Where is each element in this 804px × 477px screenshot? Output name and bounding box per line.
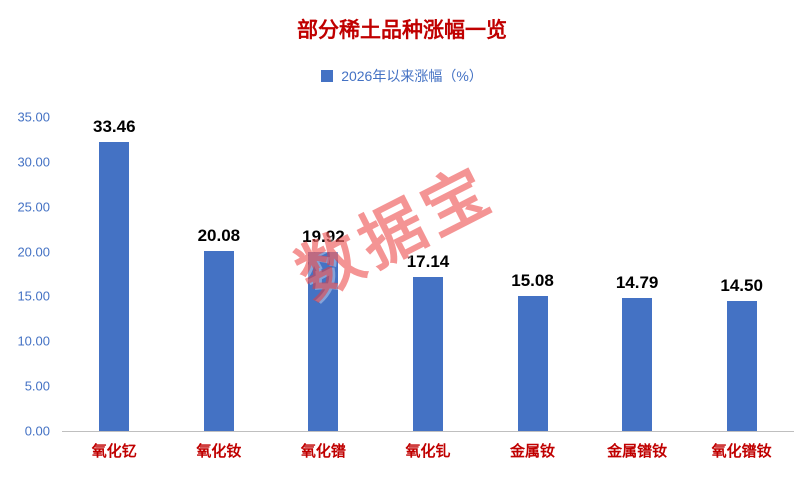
category-label: 氧化镨钕: [711, 443, 772, 460]
bar-group: 17.14 氧化钆: [376, 117, 481, 460]
y-axis-tick-label: 20.00: [17, 244, 50, 260]
bar-value-label: 14.79: [615, 273, 659, 293]
bar: [726, 300, 757, 431]
category-label: 氧化钕: [196, 443, 242, 460]
bar-value-label: 33.46: [93, 117, 136, 136]
y-axis-tick-label: 30.00: [17, 154, 50, 170]
y-axis-tick-label: 25.00: [17, 199, 50, 215]
category-label: 氧化钆: [405, 443, 451, 460]
bar: [99, 142, 130, 431]
bar: [622, 298, 653, 431]
category-label: 金属镨钕: [607, 443, 668, 460]
bar-group: 15.08 金属钕: [480, 117, 585, 460]
category-label: 氧化镨: [300, 443, 346, 460]
bar-value-label: 14.50: [720, 275, 763, 295]
bar: [203, 250, 234, 431]
y-axis-tick-label: 10.00: [17, 333, 50, 349]
bar-group: 14.79 金属镨钕: [585, 117, 690, 460]
plot-area: 33.46 氧化钇 20.08 氧化钕 19.92 氧化镨 17.14 氧化钆 15.08 金属钕…: [62, 117, 794, 460]
bar: [308, 252, 339, 431]
bar-value-label: 17.14: [406, 252, 450, 272]
legend-swatch-icon: [321, 70, 334, 82]
y-axis-tick-label: 0.00: [24, 423, 50, 439]
y-axis-tick-label: 15.00: [17, 288, 50, 304]
y-axis: 0.00 5.00 10.00 15.00 20.00 25.00 30.00 35.00: [0, 110, 56, 439]
bar-group: 20.08 氧化钕: [167, 117, 272, 460]
legend-label: 2026年以来涨幅（%）: [341, 68, 483, 84]
bar: [412, 277, 443, 431]
y-axis-tick-label: 35.00: [17, 109, 50, 125]
y-axis-tick-label: 5.00: [24, 378, 50, 394]
chart-title: 部分稀土品种涨幅一览: [297, 19, 507, 42]
bar-value-label: 19.92: [302, 227, 345, 247]
bar-value-label: 15.08: [511, 270, 554, 290]
bar-group: 33.46 氧化钇: [62, 117, 167, 460]
bar: [517, 295, 548, 431]
bar-group: 14.50 氧化镨钕: [689, 117, 794, 460]
chart-legend: 2026年以来涨幅（%）: [0, 66, 804, 86]
category-label: 氧化钇: [91, 443, 137, 460]
category-label: 金属钕: [510, 443, 556, 460]
bar-group: 19.92 氧化镨: [271, 117, 376, 460]
bar-value-label: 20.08: [197, 225, 241, 245]
